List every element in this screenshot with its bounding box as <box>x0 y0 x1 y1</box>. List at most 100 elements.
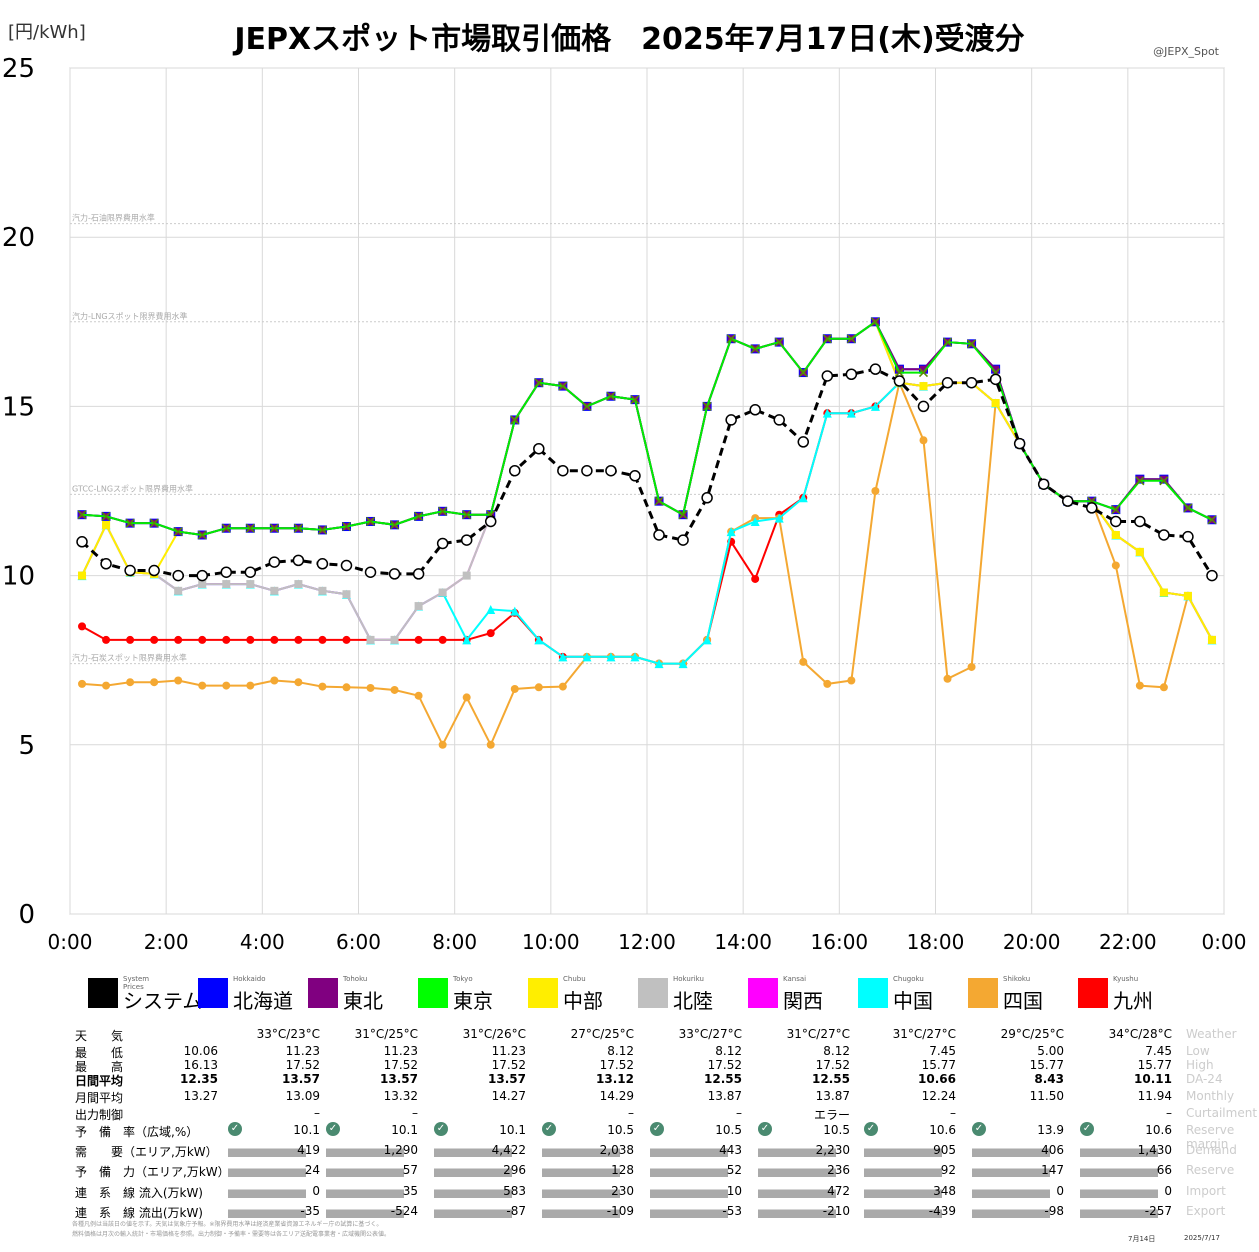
data-point-tokyo <box>1111 505 1121 515</box>
data-point-system <box>605 464 617 477</box>
data-point-system <box>1206 569 1218 582</box>
table-cell-daily_avg: 8.43 <box>1034 1072 1064 1086</box>
row-label: 日間平均 <box>75 1074 124 1088</box>
table-cell-low: 11.23 <box>285 1044 320 1058</box>
data-point-system <box>677 534 689 546</box>
data-point-system <box>701 492 713 504</box>
data-point-kyushu <box>78 622 87 631</box>
data-point-shikoku <box>366 683 375 692</box>
reference-line-label: GTCC-LNGスポット限界費用水準 <box>72 483 193 493</box>
data-point-chugoku <box>846 408 856 418</box>
data-point-tokyo <box>558 381 568 391</box>
table-cell-daily_avg: 13.12 <box>596 1072 634 1086</box>
check-icon: ✓ <box>1080 1122 1094 1136</box>
footnote-line: 各種凡例は当該日の値を示す。天気は気象庁予報。※限界費用水準は経済産業省資源エネ… <box>72 1221 383 1228</box>
data-point-shikoku <box>150 678 159 687</box>
sparkline-bar <box>972 1165 1050 1177</box>
data-point-chubu <box>1183 591 1192 600</box>
data-point-kyushu <box>414 635 423 644</box>
data-point-tohoku <box>895 365 903 373</box>
data-point-system <box>388 568 401 580</box>
table-cell-demand: 406 <box>1041 1143 1064 1157</box>
y-tick-label: 10 <box>2 562 35 592</box>
data-point-hokuriku <box>414 602 423 611</box>
data-point-system <box>749 404 761 416</box>
table-cell-monthly_avg: 12.24 <box>921 1089 956 1103</box>
sparkline-bar <box>864 1186 942 1198</box>
data-point-hokuriku <box>294 580 303 589</box>
table-cell-low: 7.45 <box>1145 1044 1172 1058</box>
sparkline-bar <box>1080 1186 1158 1198</box>
table-cell-reserve: 92 <box>940 1163 956 1177</box>
x-tick-label: 12:00 <box>618 930 676 954</box>
table-cell-low: 5.00 <box>1037 1044 1064 1058</box>
data-point-tokyo <box>390 520 400 530</box>
data-point-tokyo <box>221 523 231 533</box>
sparkline-bar <box>228 1145 306 1157</box>
data-point-system <box>653 529 665 541</box>
row-label: 連 系 線 流入(万kW) <box>75 1186 203 1200</box>
table-cell-import: 0 <box>1164 1184 1172 1198</box>
table-cell-reserve_margin: 10.6 <box>1145 1123 1172 1137</box>
data-point-system <box>965 376 978 389</box>
data-point-chubu <box>1159 588 1168 597</box>
data-point-system <box>797 436 810 448</box>
data-point-shikoku <box>318 682 327 691</box>
data-point-shikoku <box>246 681 255 690</box>
table-cell-reserve_margin: 10.6 <box>929 1123 956 1137</box>
data-point-chugoku <box>630 652 640 662</box>
table-cell-high: 17.52 <box>707 1058 742 1072</box>
data-point-system <box>1013 437 1026 450</box>
table-cell-low: 7.45 <box>929 1044 956 1058</box>
data-point-system <box>316 558 329 570</box>
sparkline-bar <box>972 1206 1050 1218</box>
data-point-chubu <box>1111 530 1120 539</box>
table-cell-daily_avg: 12.55 <box>704 1072 742 1086</box>
data-point-chubu <box>1207 635 1216 644</box>
data-point-shikoku <box>510 684 519 693</box>
x-tick-label: 16:00 <box>811 930 869 954</box>
data-point-chubu <box>102 520 111 529</box>
data-point-kyushu <box>294 635 303 644</box>
table-cell-low: 8.12 <box>607 1044 634 1058</box>
data-point-shikoku <box>390 685 399 694</box>
data-point-tokyo <box>750 344 760 354</box>
table-cell-import: 0 <box>1056 1184 1064 1198</box>
check-icon: ✓ <box>228 1122 242 1136</box>
data-point-chubu <box>991 399 1000 408</box>
table-cell-high: 17.52 <box>599 1058 634 1072</box>
legend-jp-label: 中国 <box>893 989 933 1013</box>
legend-swatch <box>858 978 888 1008</box>
data-point-tokyo <box>870 317 880 327</box>
legend-jp-label: 中部 <box>563 989 603 1013</box>
table-cell-export: -109 <box>606 1204 634 1218</box>
table-cell-daily_avg: 10.11 <box>1134 1072 1172 1086</box>
data-point-tokyo <box>462 510 472 520</box>
data-point-hokuriku <box>246 580 255 589</box>
data-point-system <box>196 569 208 582</box>
legend-swatch <box>968 978 998 1008</box>
table-cell-export: -53 <box>722 1204 742 1218</box>
table-cell-high: 17.52 <box>383 1058 418 1072</box>
data-point-tokyo <box>414 511 424 521</box>
data-point-shikoku <box>414 691 423 700</box>
data-point-chubu <box>78 571 87 580</box>
table-cell-reserve: 128 <box>611 1163 634 1177</box>
y-tick-label: 0 <box>18 900 35 930</box>
data-point-tokyo <box>1159 476 1169 486</box>
data-point-tokyo <box>606 391 616 401</box>
data-point-tokyo <box>678 510 688 520</box>
data-point-tokyo <box>341 522 352 532</box>
data-point-system <box>364 566 377 578</box>
table-cell-high: 15.77 <box>1029 1058 1064 1072</box>
data-point-system <box>725 414 737 426</box>
legend-en-label: Kyushu <box>1113 975 1139 983</box>
data-point-kyushu <box>150 635 159 644</box>
table-cell-reserve_margin: 10.1 <box>499 1123 526 1137</box>
footnote-line: 燃料価格は月次の輸入統計・市場価格を参照。出力制御・予備率・需要等は各エリア送配… <box>72 1231 391 1238</box>
row-label: 予 備 率（広域,%） <box>75 1125 199 1139</box>
sparkline-bar <box>650 1145 728 1157</box>
data-point-tokyo <box>245 523 255 533</box>
table-cell-low: 10.06 <box>183 1044 218 1058</box>
table-cell-export: -98 <box>1044 1204 1064 1218</box>
